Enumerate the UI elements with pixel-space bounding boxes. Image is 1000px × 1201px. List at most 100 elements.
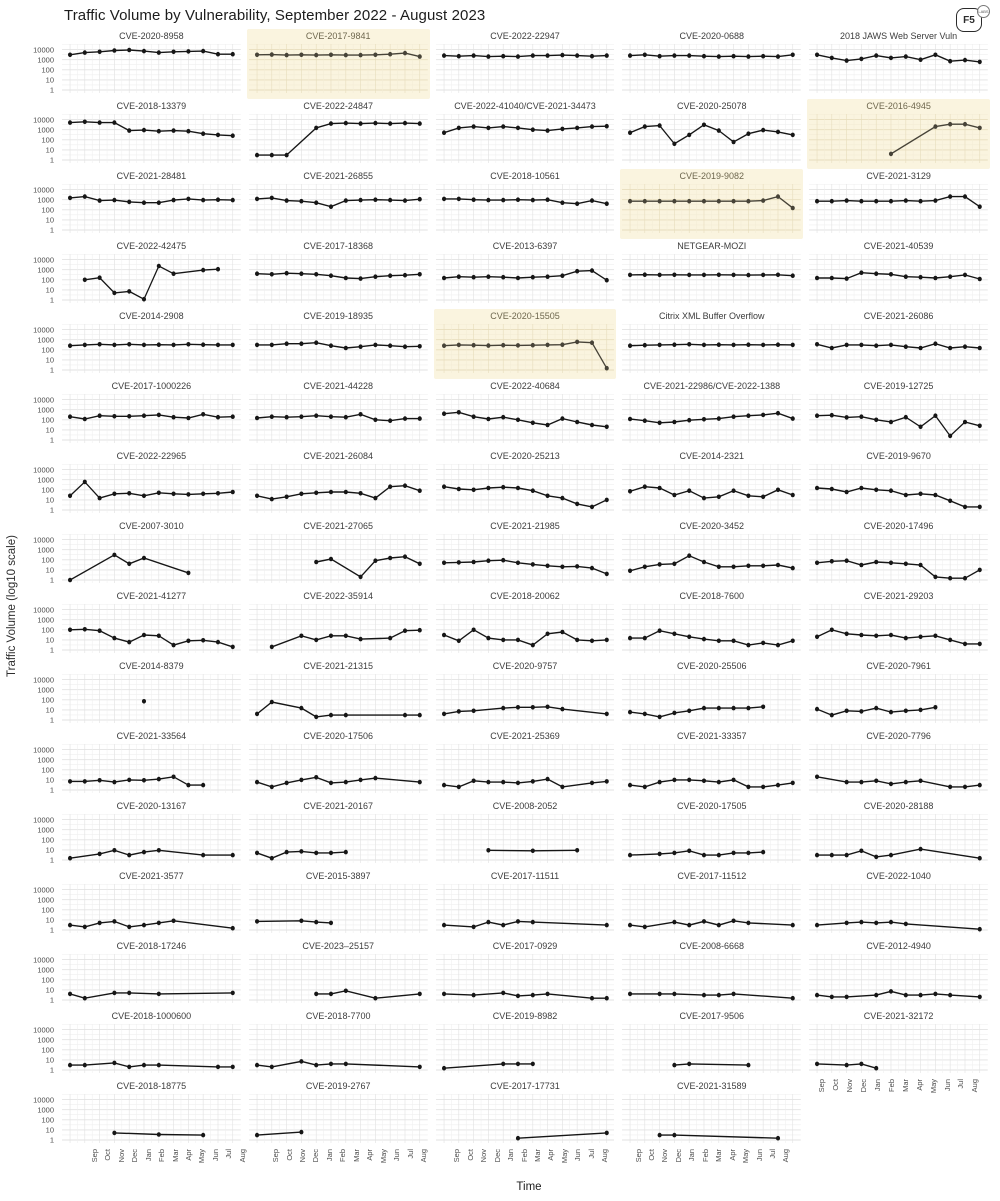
facet-plot — [248, 744, 428, 793]
facet-title: CVE-2021-20167 — [303, 801, 373, 811]
x-tick-label: Nov — [479, 1149, 489, 1163]
x-tick-label: Nov — [298, 1149, 308, 1163]
facet-plot — [248, 394, 428, 443]
facet-plot — [248, 1094, 428, 1143]
x-tick: Dec — [310, 1149, 323, 1179]
facet-plot — [622, 954, 802, 1003]
facet-title: CVE-2020-17496 — [863, 521, 934, 531]
facet-cve-2020-0688: CVE-2020-0688 — [620, 29, 803, 99]
facet-title: CVE-2019-2767 — [305, 1081, 371, 1091]
y-tick-label: 1000 — [37, 54, 54, 64]
facet-row: 10000 1000 100 10 1 CVE-2018-17246 CVE-2023–25… — [20, 939, 992, 1009]
facet-plot — [248, 814, 428, 863]
x-tick: Feb — [518, 1149, 531, 1179]
facet-plot — [809, 744, 988, 793]
y-tick-label: 10000 — [33, 674, 54, 684]
y-tick-label: 10 — [45, 705, 54, 715]
facet-plot — [435, 814, 615, 863]
x-axis-col4: Sep Oct Nov Dec Jan Feb Mar Apr May Jun Jul Aug — [624, 1149, 801, 1179]
facet-cve-2018-7600: CVE-2018-7600 — [620, 589, 803, 659]
x-tick: Sep — [269, 1149, 282, 1179]
x-tick: Jun — [390, 1149, 403, 1179]
x-tick: Jan — [323, 1149, 336, 1179]
x-axis-col5: Sep Oct Nov Dec Jan Feb Mar Apr May Jun Jul Aug — [807, 1079, 990, 1149]
x-tick: May — [739, 1149, 752, 1179]
facet-plot — [248, 954, 428, 1003]
x-tick-label: Jan — [506, 1149, 516, 1162]
facet-cve-2018-13379: CVE-2018-13379 — [60, 99, 243, 169]
facet-cve-2020-7961: CVE-2020-7961 — [807, 659, 990, 729]
x-tick: Jul — [222, 1149, 235, 1179]
y-tick-label: 100 — [41, 415, 54, 425]
x-tick-label: Feb — [338, 1149, 348, 1162]
facet-cve-2022-40684: CVE-2022-40684 — [434, 379, 617, 449]
facet-title: CVE-2020-15505 — [490, 311, 560, 321]
f5-labs-badge-text: LABS — [978, 9, 989, 14]
facet-cve-2020-25506: CVE-2020-25506 — [620, 659, 803, 729]
facet-row: 10000 1000 100 10 1 CVE-2021-41277 CVE-2022-35… — [20, 589, 992, 659]
facet-cve-2021-44228: CVE-2021-44228 — [247, 379, 430, 449]
y-axis-ticks: 10000 1000 100 10 1 — [20, 449, 58, 519]
x-tick: Jun — [753, 1149, 766, 1179]
x-tick-label: Apr — [546, 1149, 556, 1161]
facet-row: 10000 1000 100 10 1 CVE-2018-1000600 CVE-2018-… — [20, 1009, 992, 1079]
facet-plot — [248, 1024, 428, 1073]
facet-plot — [809, 254, 988, 303]
facet-plot — [248, 534, 428, 583]
facet-plot — [62, 184, 241, 233]
x-tick: Dec — [128, 1149, 141, 1179]
y-tick-label: 10 — [45, 775, 54, 785]
x-tick: Sep — [450, 1149, 463, 1179]
facet-title: CVE-2019-18935 — [303, 311, 373, 321]
facet-title: CVE-2021-44228 — [303, 381, 373, 391]
x-tick: Aug — [417, 1149, 430, 1179]
y-tick-label: 1000 — [37, 894, 54, 904]
facet-plot — [435, 254, 615, 303]
x-axis-ticks: Sep Oct Nov Dec Jan Feb Mar Apr May Jun Jul Aug — [444, 1149, 617, 1179]
x-tick-label: May — [928, 1079, 938, 1094]
y-tick-label: 10000 — [33, 814, 54, 824]
y-tick-label: 10 — [45, 495, 54, 505]
facet-title: CVE-2018-1000600 — [111, 1011, 192, 1021]
facet-plot — [435, 1024, 615, 1073]
x-tick: Jun — [209, 1149, 222, 1179]
y-tick-label: 1 — [49, 715, 54, 725]
facet-title: CVE-2019-9670 — [866, 451, 931, 461]
facet-cve-2021-29203: CVE-2021-29203 — [807, 589, 990, 659]
x-tick-label: Sep — [89, 1149, 99, 1163]
x-tick: Oct — [101, 1149, 114, 1179]
facet-plot — [248, 324, 428, 373]
facet-cve-2021-3577: CVE-2021-3577 — [60, 869, 243, 939]
x-tick: Dec — [672, 1149, 685, 1179]
y-tick-label: 1 — [49, 645, 54, 655]
x-tick: Oct — [829, 1079, 843, 1109]
x-tick-label: Apr — [184, 1149, 194, 1161]
facet-plot — [622, 744, 802, 793]
facet-row: 10000 1000 100 10 1 CVE-2018-18775 CVE-2019-27… — [20, 1079, 992, 1149]
y-tick-label: 1 — [49, 785, 54, 795]
y-axis-ticks: 10000 1000 100 10 1 — [20, 729, 58, 799]
y-tick-label: 1000 — [37, 404, 54, 414]
y-tick-label: 1 — [49, 1065, 54, 1075]
x-tick: Mar — [169, 1149, 182, 1179]
facet-cve-2021-28481: CVE-2021-28481 — [60, 169, 243, 239]
facet-title: CVE-2020-25078 — [677, 101, 747, 111]
facet-plot — [622, 604, 802, 653]
y-axis-ticks: 10000 1000 100 10 1 — [20, 1079, 58, 1149]
facet-cve-2020-25078: CVE-2020-25078 — [620, 99, 803, 169]
facet-cve-2017-18368: CVE-2017-18368 — [247, 239, 430, 309]
facet-2018-jaws-web-server-vuln: 2018 JAWS Web Server Vuln — [807, 29, 990, 99]
facet-cve-2022-42475: CVE-2022-42475 — [60, 239, 243, 309]
y-tick-label: 1 — [49, 85, 54, 95]
y-tick-label: 100 — [41, 765, 54, 775]
facet-plot — [622, 254, 802, 303]
facet-plot — [248, 464, 428, 513]
facet-title: CVE-2021-26855 — [303, 171, 373, 181]
x-tick-label: Jul — [405, 1149, 415, 1159]
facet-plot — [62, 954, 241, 1003]
x-tick: Jul — [954, 1079, 968, 1109]
facet-cve-2017-1000226: CVE-2017-1000226 — [60, 379, 243, 449]
facet-cve-2019-2767: CVE-2019-2767 — [247, 1079, 430, 1149]
x-tick: Apr — [544, 1149, 557, 1179]
facet-plot — [809, 814, 988, 863]
